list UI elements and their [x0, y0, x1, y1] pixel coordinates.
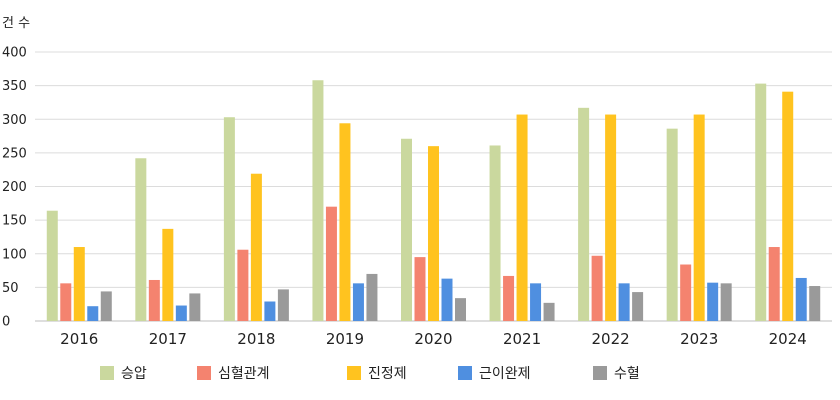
bar-2024-1 [755, 83, 767, 321]
bar-2023-3 [693, 114, 705, 321]
bar-2019-1 [312, 80, 324, 322]
x-tick-label: 2019 [326, 330, 364, 348]
bar-2017-5 [189, 293, 201, 321]
bar-2020-2 [414, 257, 426, 321]
bar-2021-3 [516, 114, 528, 321]
bar-2024-2 [768, 247, 780, 321]
bar-2017-2 [148, 279, 160, 321]
bar-2022-1 [578, 107, 590, 321]
bar-2022-2 [591, 255, 603, 321]
bar-2021-5 [543, 302, 555, 321]
legend-label: 수혈 [614, 366, 640, 382]
legend: 승압 심혈관계 진정제 근이완제 수혈 [100, 366, 640, 382]
bar-2024-3 [782, 91, 794, 322]
bar-2018-5 [277, 289, 289, 321]
bar-2022-5 [632, 292, 644, 321]
y-tick-label: 200 [2, 180, 27, 195]
x-tick-label: 2020 [414, 330, 452, 348]
x-tick-label: 2024 [769, 330, 807, 348]
bar-2017-3 [162, 228, 174, 321]
bar-2021-4 [530, 283, 542, 321]
bar-2018-2 [237, 249, 249, 321]
bar-2018-1 [223, 117, 235, 321]
x-tick-label: 2023 [680, 330, 718, 348]
legend-swatch [347, 366, 361, 380]
bar-2020-5 [455, 298, 466, 321]
bar-2023-5 [720, 283, 732, 321]
x-tick-label: 2018 [237, 330, 275, 348]
legend-label: 심혈관계 [218, 366, 270, 382]
y-tick-label: 400 [2, 46, 27, 61]
bar-2020-4 [441, 278, 453, 321]
bar-2024-5 [809, 286, 821, 321]
legend-swatch [458, 366, 472, 380]
legend-item: 근이완제 [458, 366, 531, 382]
bar-2018-3 [250, 173, 262, 321]
bar-2022-3 [605, 114, 617, 321]
y-tick-label: 250 [2, 146, 27, 161]
legend-item: 진정제 [347, 366, 407, 382]
bar-2023-4 [707, 282, 719, 321]
x-tick-label: 2022 [592, 330, 630, 348]
y-tick-label: 300 [2, 113, 27, 128]
legend-item: 심혈관계 [197, 366, 270, 382]
bar-2019-2 [325, 206, 337, 321]
bar-2020-1 [401, 138, 412, 321]
bar-2023-2 [680, 264, 692, 321]
legend-swatch [100, 366, 114, 380]
bar-2016-2 [60, 283, 72, 321]
bar-2016-3 [73, 247, 85, 321]
bar-2016-5 [100, 291, 112, 321]
legend-label: 진정제 [368, 366, 407, 382]
legend-label: 근이완제 [479, 366, 531, 382]
y-tick-label: 150 [2, 214, 27, 229]
x-tick-label: 2016 [60, 330, 98, 348]
x-axis-ticks: 2016 2017 2018 2019 2020 2021 2022 2023 2024 [60, 330, 807, 348]
bar-2020-3 [428, 146, 439, 321]
bar-2021-1 [489, 145, 501, 321]
legend-item: 승압 [100, 366, 147, 382]
bar-2018-4 [264, 301, 276, 321]
bar-2017-1 [135, 158, 147, 321]
bar-2019-5 [366, 273, 378, 321]
bar-2019-3 [339, 123, 351, 321]
y-axis-ticks: 0 50 100 150 200 250 300 350 400 [2, 46, 27, 330]
x-tick-label: 2021 [503, 330, 541, 348]
legend-swatch [197, 366, 211, 380]
bar-2017-4 [175, 305, 187, 321]
legend-label: 승압 [121, 366, 147, 382]
bar-2016-4 [87, 306, 99, 321]
x-tick-label: 2017 [149, 330, 187, 348]
legend-item: 수혈 [593, 366, 640, 382]
bars [46, 80, 821, 322]
bar-2021-2 [503, 275, 515, 321]
y-tick-label: 100 [2, 247, 27, 262]
bar-2019-4 [352, 283, 364, 321]
y-tick-label: 350 [2, 79, 27, 94]
y-axis-unit-label: 건 수 [2, 16, 30, 31]
bar-2024-4 [795, 277, 807, 321]
bar-2016-1 [46, 210, 58, 321]
bar-2023-1 [666, 128, 678, 321]
legend-swatch [593, 366, 607, 380]
bar-2022-4 [618, 283, 630, 321]
y-tick-label: 0 [2, 315, 10, 330]
y-tick-label: 50 [2, 281, 19, 296]
